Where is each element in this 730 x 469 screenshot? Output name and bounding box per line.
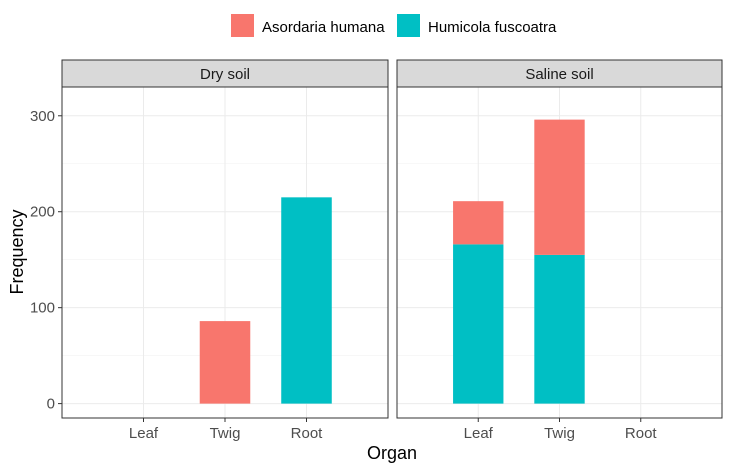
bar-dry-soil-twig-asordaria-humana: [199, 321, 251, 404]
bar-saline-soil-leaf-asordaria-humana: [453, 201, 504, 245]
facet-saline-soil: Saline soil: [396, 59, 723, 419]
legend-key-asordaria-humana: [231, 14, 254, 37]
y-axis: 0 100 200 300: [30, 108, 62, 413]
x-tick-label-twig: Twig: [210, 425, 241, 442]
bar-saline-soil-twig-humicola-fuscoatra: [534, 254, 585, 404]
bar-saline-soil-twig-asordaria-humana: [534, 119, 585, 255]
x-tick-label-leaf: Leaf: [129, 425, 159, 442]
x-axis-title: Organ: [367, 443, 417, 463]
y-axis-title: Frequency: [7, 209, 27, 294]
bar-saline-soil-leaf-humicola-fuscoatra: [453, 244, 504, 404]
y-tick-label: 200: [30, 204, 55, 221]
x-tick-label-leaf: Leaf: [464, 425, 494, 442]
legend-label-asordaria-humana: Asordaria humana: [262, 19, 385, 36]
facet-label-dry-soil: Dry soil: [200, 66, 250, 83]
y-tick-label: 300: [30, 108, 55, 125]
x-tick-label-twig: Twig: [544, 425, 575, 442]
legend-label-humicola-fuscoatra: Humicola fuscoatra: [428, 19, 557, 36]
facet-strip-dry-soil: [61, 59, 389, 88]
x-axis: Leaf Twig Root Leaf Twig Root: [129, 418, 658, 442]
legend: Asordaria humana Humicola fuscoatra: [231, 14, 557, 37]
x-tick-label-root: Root: [625, 425, 658, 442]
bar-dry-soil-root-humicola-fuscoatra: [281, 197, 332, 404]
y-tick-label: 100: [30, 300, 55, 317]
x-tick-label-root: Root: [291, 425, 324, 442]
facet-label-saline-soil: Saline soil: [525, 66, 593, 83]
y-tick-label: 0: [47, 396, 55, 413]
legend-key-humicola-fuscoatra: [397, 14, 420, 37]
facet-dry-soil: Dry soil: [61, 59, 389, 419]
